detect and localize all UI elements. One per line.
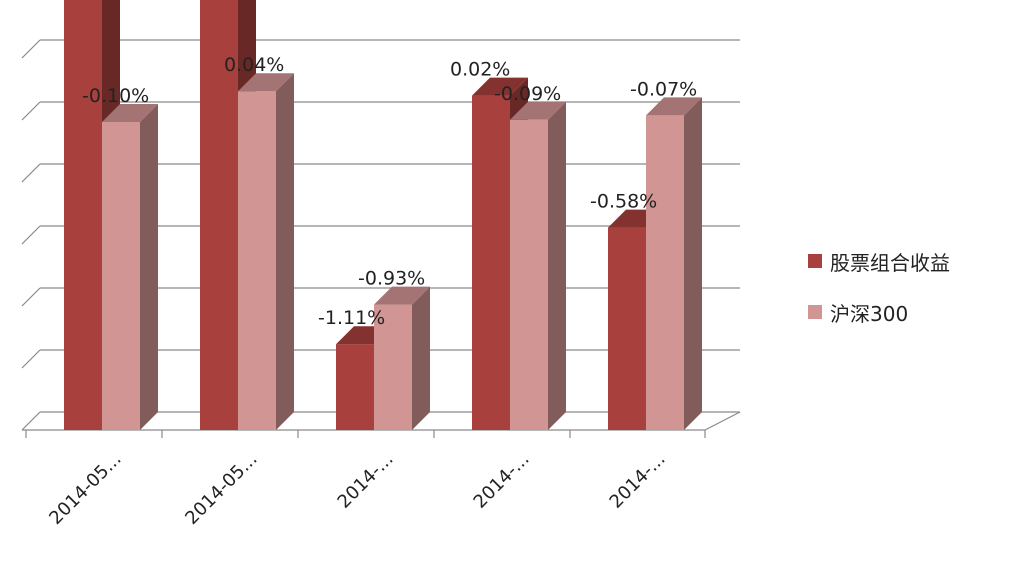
bar [646, 97, 702, 431]
bar [374, 286, 430, 430]
bar-side [140, 104, 158, 430]
bar-side [684, 97, 702, 431]
gridline-depth [21, 101, 41, 121]
gridline-depth [21, 411, 41, 431]
bar-top [646, 97, 702, 116]
legend-label-series-1: 股票组合收益 [830, 250, 950, 275]
data-label: -0.07% [630, 78, 697, 100]
bar-front [64, 0, 102, 431]
data-label: -0.58% [590, 191, 657, 213]
data-label: -0.93% [358, 268, 425, 290]
bar-front [374, 304, 412, 430]
legend-label-series-2: 沪深300 [830, 301, 909, 326]
x-tick-label: 2014-... [334, 449, 398, 513]
bar-top [510, 101, 566, 120]
data-label: -0.10% [82, 85, 149, 107]
data-label: -0.09% [494, 83, 561, 105]
chart-bars [64, 0, 702, 431]
data-label: 0.02% [450, 59, 510, 81]
chart-x-tick-labels: 2014-05... 2014-05... 2014-... 2014-... 2014… [45, 449, 669, 529]
bar-front [646, 115, 684, 431]
x-tick-label: 2014-... [606, 449, 670, 513]
gridline-depth [21, 287, 41, 307]
bar [238, 73, 294, 430]
bar-front [608, 227, 646, 430]
bar-side [276, 73, 294, 430]
x-tick-label: 2014-05... [45, 449, 125, 529]
bar-front [238, 91, 276, 430]
bar-front [336, 344, 374, 430]
bar-top [472, 77, 528, 96]
bar-side [548, 101, 566, 431]
bar-front [102, 122, 140, 430]
x-tick-label: 2014-05... [181, 449, 261, 529]
gridline-depth [21, 349, 41, 369]
legend-item-series-2: 沪深300 [808, 298, 1008, 326]
legend-swatch-series-1 [808, 254, 822, 268]
bar-front [200, 0, 238, 430]
x-tick-label: 2014-... [470, 449, 534, 513]
bar-front [510, 119, 548, 431]
gridline-depth [21, 163, 41, 183]
bar-side [412, 286, 430, 430]
chart-legend: 股票组合收益 沪深300 [808, 247, 1008, 349]
gridline-depth [21, 39, 41, 59]
bar-top [374, 286, 430, 305]
bar [510, 101, 566, 431]
data-label: -1.11% [318, 307, 385, 329]
legend-swatch-series-2 [808, 305, 822, 319]
bar-top [102, 104, 158, 122]
legend-item-series-1: 股票组合收益 [808, 247, 1008, 275]
bar [102, 104, 158, 430]
bar-front [472, 95, 510, 430]
bar-top [238, 73, 294, 92]
data-label: 0.04% [224, 54, 284, 76]
chart-data-labels: 1.16%-0.10%0.65%0.04%-1.11%-0.93%0.02%-0… [82, 54, 697, 329]
floor-right-edge [704, 411, 741, 431]
gridline-depth [21, 225, 41, 245]
